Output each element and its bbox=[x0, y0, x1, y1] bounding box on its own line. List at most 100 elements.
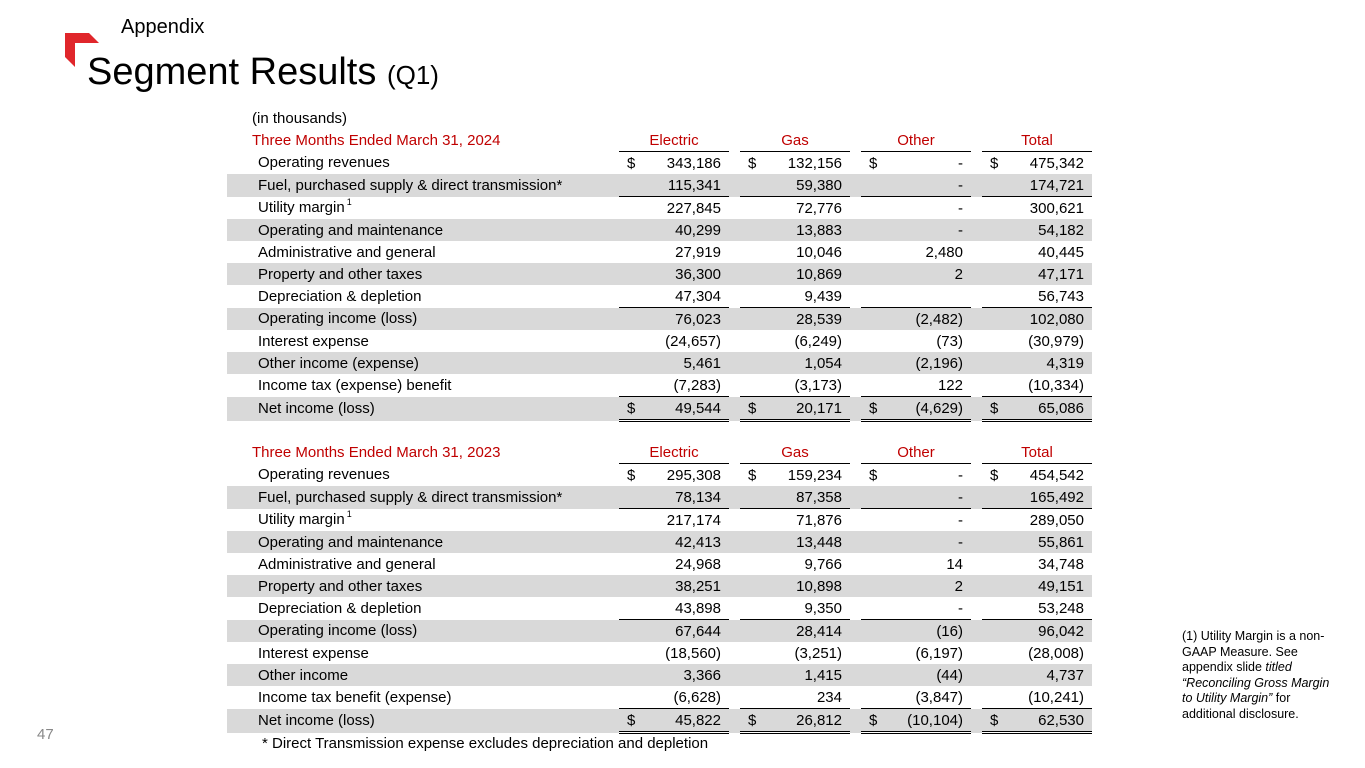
row-label: Administrative and general bbox=[258, 555, 436, 573]
cell-total: $454,542 bbox=[990, 466, 1084, 485]
cell-total: 54,182 bbox=[982, 219, 1092, 241]
cell-other: - bbox=[861, 508, 971, 531]
company-logo-icon bbox=[65, 33, 99, 67]
segment-table-2023: Three Months Ended March 31, 2023 Electri… bbox=[227, 441, 1092, 734]
segment-table-2024: Three Months Ended March 31, 2024 Electri… bbox=[227, 129, 1092, 422]
cell-electric: 42,413 bbox=[619, 531, 729, 553]
table-row: Net income (loss) $49,544 $20,171 $ (4,629) $… bbox=[227, 396, 1092, 422]
page-number: 47 bbox=[37, 726, 54, 743]
cell-total: (30,979) bbox=[1028, 332, 1084, 350]
cell-electric: 67,644 bbox=[619, 619, 729, 642]
cell-other: 122 bbox=[937, 376, 963, 394]
table-row: Operating revenues $343,186 $132,156 $ - $475… bbox=[227, 152, 1092, 175]
cell-other: (73) bbox=[936, 332, 963, 350]
cell-gas: 234 bbox=[816, 688, 842, 706]
column-header-total: Total bbox=[982, 441, 1092, 464]
cell-total: 49,151 bbox=[982, 575, 1092, 597]
currency-symbol: $ bbox=[748, 400, 757, 417]
cell-total: 55,861 bbox=[982, 531, 1092, 553]
table-row: Operating income (loss) 76,023 28,539 (2,48… bbox=[227, 307, 1092, 330]
cell-electric: $45,822 bbox=[619, 708, 729, 734]
cell-total: 40,445 bbox=[1038, 243, 1084, 261]
row-label: Fuel, purchased supply & direct transmis… bbox=[227, 174, 619, 197]
cell-total: $62,530 bbox=[982, 708, 1092, 734]
cell-total: $475,342 bbox=[990, 154, 1084, 173]
cell-other: 2,480 bbox=[925, 243, 963, 261]
row-label: Property and other taxes bbox=[227, 575, 619, 597]
cell-total: (10,334) bbox=[1028, 376, 1084, 394]
row-label: Income tax benefit (expense) bbox=[258, 688, 452, 706]
cell-other: 14 bbox=[946, 555, 963, 573]
cell-gas: 9,766 bbox=[804, 555, 842, 573]
column-header-total: Total bbox=[982, 129, 1092, 152]
cell-electric: 3,366 bbox=[619, 664, 729, 686]
cell-electric: 36,300 bbox=[619, 263, 729, 285]
cell-other: 2 bbox=[861, 575, 971, 597]
cell-electric: 24,968 bbox=[675, 555, 721, 573]
cell-electric: (24,657) bbox=[665, 332, 721, 350]
table-row: Income tax (expense) benefit (7,283) (3,17… bbox=[227, 374, 1092, 397]
period-heading: Three Months Ended March 31, 2023 bbox=[252, 443, 501, 461]
row-label: Utility margin 1 bbox=[258, 509, 352, 529]
cell-gas: $132,156 bbox=[748, 154, 842, 173]
table-row: Income tax benefit (expense) (6,628) 234 (3… bbox=[227, 686, 1092, 709]
currency-symbol: $ bbox=[748, 155, 757, 172]
table-row: Fuel, purchased supply & direct transmis… bbox=[227, 174, 1092, 197]
cell-total: 4,737 bbox=[982, 664, 1092, 686]
cell-other: - bbox=[958, 599, 963, 617]
cell-electric: 43,898 bbox=[675, 599, 721, 617]
cell-electric: 115,341 bbox=[619, 174, 729, 197]
cell-total: 56,743 bbox=[1038, 287, 1084, 305]
table-row: Other income (expense) 5,461 1,054 (2,196) 4… bbox=[227, 352, 1092, 374]
table-row: Interest expense (18,560) (3,251) (6,197) (2… bbox=[227, 642, 1092, 664]
currency-symbol: $ bbox=[869, 467, 878, 484]
cell-other: (2,196) bbox=[861, 352, 971, 374]
cell-electric: $343,186 bbox=[627, 154, 721, 173]
row-label: Utility margin 1 bbox=[258, 197, 352, 217]
column-header-gas: Gas bbox=[740, 441, 850, 464]
utility-margin-note: (1) Utility Margin is a non-GAAP Measure… bbox=[1182, 629, 1330, 721]
currency-symbol: $ bbox=[627, 155, 636, 172]
cell-gas: 9,439 bbox=[804, 287, 842, 305]
table-header-row: Three Months Ended March 31, 2023 Electri… bbox=[227, 441, 1092, 464]
cell-gas: 28,539 bbox=[740, 307, 850, 330]
row-label: Operating revenues bbox=[258, 466, 390, 484]
cell-electric: 78,134 bbox=[619, 486, 729, 509]
currency-symbol: $ bbox=[990, 467, 999, 484]
row-label: Fuel, purchased supply & direct transmis… bbox=[227, 486, 619, 509]
table-row: Depreciation & depletion 43,898 9,350 - 53,2… bbox=[227, 597, 1092, 620]
cell-electric: 5,461 bbox=[619, 352, 729, 374]
cell-gas: 13,448 bbox=[740, 531, 850, 553]
row-label: Other income bbox=[227, 664, 619, 686]
title-suffix: (Q1) bbox=[386, 60, 439, 90]
row-label: Operating income (loss) bbox=[227, 307, 619, 330]
cell-gas: $159,234 bbox=[748, 466, 842, 485]
row-label: Net income (loss) bbox=[227, 396, 619, 421]
cell-electric: $295,308 bbox=[627, 466, 721, 485]
row-label: Depreciation & depletion bbox=[258, 599, 422, 617]
cell-other: - bbox=[861, 196, 971, 219]
column-header-other: Other bbox=[861, 129, 971, 152]
row-label: Other income (expense) bbox=[227, 352, 619, 374]
cell-gas: $26,812 bbox=[740, 708, 850, 734]
cell-electric: 76,023 bbox=[619, 307, 729, 330]
cell-total: 174,721 bbox=[982, 174, 1092, 197]
row-label: Administrative and general bbox=[258, 243, 436, 261]
table-row: Other income 3,366 1,415 (44) 4,737 bbox=[227, 664, 1092, 686]
cell-other: $ - bbox=[869, 466, 963, 485]
cell-gas: (6,249) bbox=[794, 332, 842, 350]
cell-electric: (7,283) bbox=[673, 376, 721, 394]
cell-electric: 40,299 bbox=[619, 219, 729, 241]
currency-symbol: $ bbox=[869, 155, 878, 172]
direct-transmission-footnote: * Direct Transmission expense excludes d… bbox=[262, 735, 709, 752]
cell-gas: 28,414 bbox=[740, 619, 850, 642]
cell-other: - bbox=[861, 486, 971, 509]
currency-symbol: $ bbox=[627, 467, 636, 484]
table-row: Net income (loss) $45,822 $26,812 $ (10,104)… bbox=[227, 708, 1092, 734]
cell-total: 289,050 bbox=[982, 508, 1092, 531]
cell-electric: (6,628) bbox=[673, 688, 721, 706]
cell-other: $ (4,629) bbox=[861, 396, 971, 422]
column-header-gas: Gas bbox=[740, 129, 850, 152]
cell-electric: 47,304 bbox=[675, 287, 721, 305]
row-label: Operating income (loss) bbox=[227, 619, 619, 642]
